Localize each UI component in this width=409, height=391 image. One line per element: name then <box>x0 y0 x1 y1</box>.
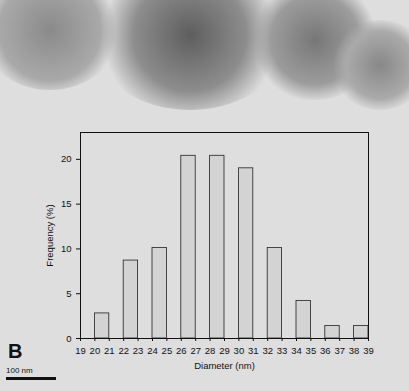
svg-text:35: 35 <box>306 345 317 356</box>
svg-text:25: 25 <box>162 345 173 356</box>
svg-text:15: 15 <box>61 198 72 209</box>
svg-text:0: 0 <box>66 333 71 344</box>
svg-text:Diameter (nm): Diameter (nm) <box>194 360 255 371</box>
svg-text:31: 31 <box>248 345 259 356</box>
svg-text:20: 20 <box>61 153 72 164</box>
svg-text:39: 39 <box>363 345 374 356</box>
svg-text:10: 10 <box>61 243 72 254</box>
svg-text:20: 20 <box>90 345 101 356</box>
html-text:B: B <box>8 340 23 362</box>
svg-text:22: 22 <box>118 345 129 356</box>
svg-text:28: 28 <box>205 345 216 356</box>
svg-text:Frequency (%): Frequency (%) <box>44 204 55 266</box>
svg-text:26: 26 <box>176 345 187 356</box>
svg-text:33: 33 <box>277 345 288 356</box>
svg-text:5: 5 <box>66 288 71 299</box>
svg-text:19: 19 <box>75 345 86 356</box>
svg-text:21: 21 <box>104 345 115 356</box>
svg-text:36: 36 <box>320 345 331 356</box>
svg-text:24: 24 <box>147 345 158 356</box>
svg-text:32: 32 <box>262 345 273 356</box>
html-text:100 nm: 100 nm <box>6 366 33 375</box>
svg-text:38: 38 <box>349 345 360 356</box>
svg-text:29: 29 <box>219 345 230 356</box>
svg-text:37: 37 <box>334 345 345 356</box>
svg-text:27: 27 <box>190 345 201 356</box>
svg-text:30: 30 <box>234 345 245 356</box>
svg-text:34: 34 <box>291 345 302 356</box>
svg-text:23: 23 <box>133 345 144 356</box>
